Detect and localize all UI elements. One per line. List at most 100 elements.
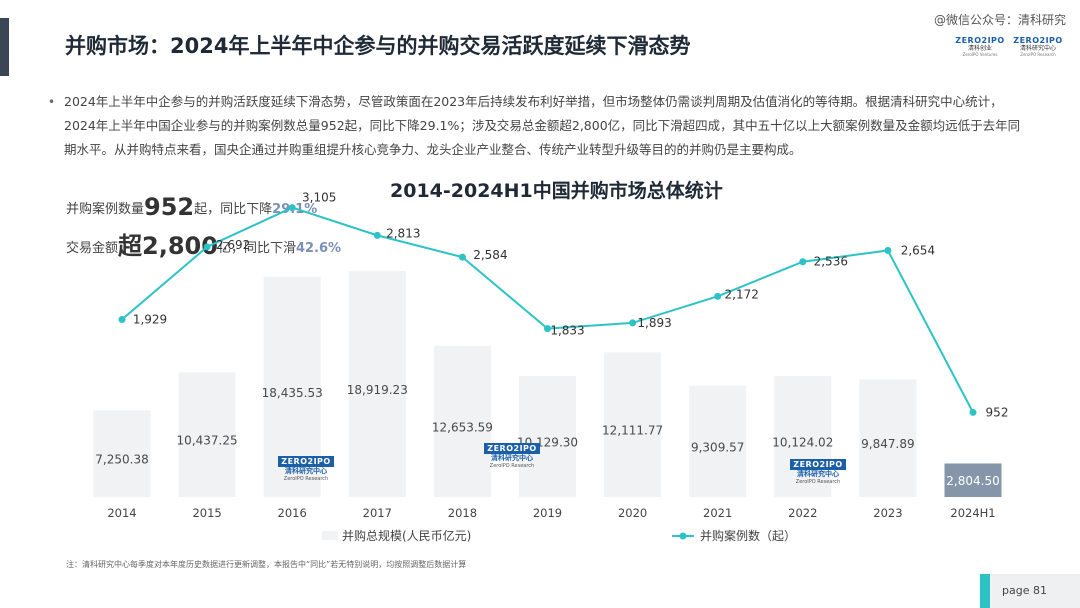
logo-sub-text: 清科研究中心 <box>1019 44 1056 52</box>
stat-label: 交易金额 <box>66 241 119 256</box>
bar-2018 <box>433 345 491 497</box>
logo-main-text: ZERO2IPO <box>1013 35 1063 45</box>
line-label-2022: 2,536 <box>814 255 848 269</box>
line-label-2015: 2,692 <box>216 238 250 252</box>
x-tick-2014: 2014 <box>107 506 136 520</box>
bar-label-2015: 10,437.25 <box>177 434 238 448</box>
logo-zero2ipo-research: ZERO2IPO 清科研究中心 ZeroIPO Research <box>1012 34 1064 58</box>
x-tick-2018: 2018 <box>448 506 477 520</box>
x-tick-2016: 2016 <box>278 506 307 520</box>
stat-direction: 下滑 <box>269 241 296 256</box>
bar-2020 <box>604 352 662 497</box>
legend-swatch-bar <box>322 531 338 540</box>
brand-logos: ZERO2IPO 清科创业 ZeroIPO Ventures ZERO2IPO … <box>954 34 1064 58</box>
bar-label-2020: 12,111.77 <box>602 424 663 438</box>
legend-label-line: 并购案例数（起） <box>700 528 796 543</box>
line-point-2019 <box>544 325 551 333</box>
line-point-2022 <box>799 258 807 266</box>
watermark-logo-top: ZERO2IPO <box>790 459 846 470</box>
stat-deal-value: 交易金额超2,800亿，同比下滑42.6% <box>66 226 341 261</box>
bar-label-2023: 9,847.89 <box>861 437 914 451</box>
line-label-2020: 1,893 <box>637 316 671 330</box>
line-point-2020 <box>629 319 637 327</box>
x-tick-2015: 2015 <box>192 506 221 520</box>
logo-sub-text: 清科创业 <box>967 44 992 52</box>
bar-label-2016: 18,435.53 <box>262 386 323 400</box>
line-label-2014: 1,929 <box>133 312 167 326</box>
line-point-2017 <box>373 231 381 239</box>
x-tick-2020: 2020 <box>618 506 647 520</box>
watermark-logo-1: ZERO2IPO 清科研究中心 ZeroIPO Research <box>277 456 335 482</box>
bar-label-2018: 12,653.59 <box>432 420 493 434</box>
bar-2014 <box>93 410 151 497</box>
line-label-2024H1: 952 <box>986 405 1009 419</box>
bar-label-2022: 10,124.02 <box>772 436 833 450</box>
watermark-logo-cn: 清科研究中心 <box>797 470 839 478</box>
line-label-2021: 2,172 <box>725 287 759 301</box>
logo-tiny-text: ZeroIPO Research <box>1020 51 1056 57</box>
x-tick-2024H1: 2024H1 <box>950 506 995 520</box>
bar-2017 <box>348 271 406 497</box>
stat-direction: 下降 <box>246 202 273 217</box>
stat-percent: 42.6% <box>295 241 342 256</box>
legend-label-bar: 并购总规模(人民币亿元) <box>342 528 471 543</box>
summary-text: 2024年上半年中企参与的并购活跃度延续下滑态势，尽管政策面在2023年后持续发… <box>64 94 1021 157</box>
line-point-2021 <box>714 292 722 300</box>
line-label-2017: 2,813 <box>386 226 420 240</box>
bar-label-2024H1: 2,804.50 <box>946 474 999 488</box>
chart-title: 2014-2024H1中国并购市场总体统计 <box>390 180 723 202</box>
page-number: page 81 <box>1002 584 1047 597</box>
page-accent-bar <box>980 574 990 608</box>
watermark-logo-en: ZeroIPO Research <box>489 463 535 469</box>
stat-unit: 亿，同比 <box>217 241 270 256</box>
x-tick-2022: 2022 <box>788 506 817 520</box>
footnote: 注：清科研究中心每季度对本年度历史数据进行更新调整，本报告中“同比”若无特别说明… <box>66 560 467 569</box>
line-point-2015 <box>203 243 211 251</box>
page-title: 并购市场：2024年上半年中企参与的并购交易活跃度延续下滑态势 <box>65 34 691 58</box>
bullet-dot-icon: • <box>48 95 56 109</box>
stat-number: 952 <box>144 193 195 221</box>
line-label-2018: 2,584 <box>473 248 507 262</box>
bar-label-2014: 7,250.38 <box>95 453 148 467</box>
stat-label: 并购案例数量 <box>66 202 145 217</box>
logo-tiny-text: ZeroIPO Ventures <box>962 51 998 57</box>
stat-number: 超2,800 <box>118 232 218 260</box>
x-tick-2023: 2023 <box>873 506 902 520</box>
bar-label-2017: 18,919.23 <box>347 383 408 397</box>
bar-2015 <box>178 372 236 497</box>
line-point-2016 <box>288 204 296 212</box>
summary-paragraph: • 2024年上半年中企参与的并购活跃度延续下滑态势，尽管政策面在2023年后持… <box>48 90 1022 162</box>
bar-2024H1 <box>944 463 1002 497</box>
bar-2022 <box>774 376 832 497</box>
logo-main-text: ZERO2IPO <box>955 35 1005 45</box>
stat-unit: 起，同比 <box>194 202 247 217</box>
watermark-logo-top: ZERO2IPO <box>278 456 334 467</box>
line-point-2014 <box>118 315 126 323</box>
line-point-2023 <box>884 247 892 255</box>
line-label-2023: 2,654 <box>901 244 935 258</box>
logo-zero2ipo-ventures: ZERO2IPO 清科创业 ZeroIPO Ventures <box>954 34 1006 58</box>
watermark-logo-en: ZeroIPO Research <box>795 479 841 485</box>
line-label-2019: 1,833 <box>550 324 584 338</box>
x-tick-2019: 2019 <box>533 506 562 520</box>
watermark-logo-en: ZeroIPO Research <box>283 476 329 482</box>
line-point-2024H1 <box>969 408 977 416</box>
line-label-2016: 3,105 <box>302 191 336 205</box>
watermark-logo-2: ZERO2IPO 清科研究中心 ZeroIPO Research <box>483 443 541 469</box>
page-number-box <box>990 574 1080 608</box>
watermark-text: @微信公众号：清科研究 <box>933 13 1066 27</box>
watermark-logo-cn: 清科研究中心 <box>491 454 533 462</box>
x-tick-2021: 2021 <box>703 506 732 520</box>
line-point-2018 <box>458 253 466 261</box>
x-tick-2017: 2017 <box>363 506 392 520</box>
bar-2019 <box>519 376 576 497</box>
bar-2023 <box>859 379 917 497</box>
bar-2021 <box>689 385 747 497</box>
legend-swatch-line-point <box>679 532 687 540</box>
stat-deal-count: 并购案例数量952起，同比下降29.1% <box>66 193 317 221</box>
left-accent-bar <box>0 18 9 76</box>
watermark-logo-3: ZERO2IPO 清科研究中心 ZeroIPO Research <box>789 459 847 485</box>
watermark-logo-cn: 清科研究中心 <box>285 467 327 475</box>
watermark-logo-top: ZERO2IPO <box>484 443 540 454</box>
